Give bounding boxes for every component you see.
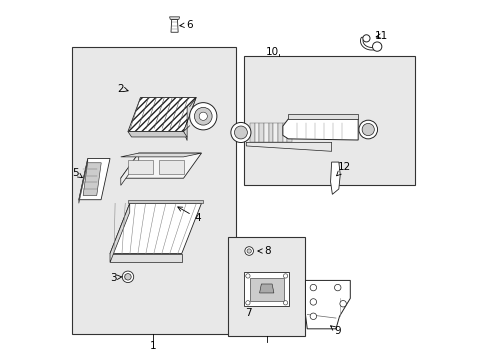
- Circle shape: [283, 274, 287, 278]
- Text: 12: 12: [336, 162, 351, 176]
- Text: 7: 7: [244, 309, 251, 318]
- Bar: [277, 123, 282, 142]
- Text: 10: 10: [265, 46, 279, 57]
- Polygon shape: [305, 280, 349, 329]
- Circle shape: [246, 249, 251, 253]
- Text: 6: 6: [180, 20, 193, 30]
- Polygon shape: [110, 203, 129, 262]
- Text: 1: 1: [149, 341, 156, 351]
- Polygon shape: [121, 153, 201, 178]
- Circle shape: [309, 313, 316, 319]
- Polygon shape: [259, 284, 273, 293]
- Bar: [282, 123, 286, 142]
- Polygon shape: [169, 17, 179, 19]
- Circle shape: [234, 126, 247, 139]
- Bar: [228, 237, 305, 336]
- Circle shape: [122, 271, 133, 283]
- Text: 4: 4: [178, 207, 201, 223]
- Circle shape: [309, 284, 316, 291]
- Circle shape: [362, 35, 369, 42]
- Polygon shape: [244, 273, 288, 306]
- Polygon shape: [128, 132, 187, 137]
- Text: 9: 9: [330, 326, 340, 336]
- Circle shape: [309, 299, 316, 305]
- Circle shape: [372, 42, 381, 51]
- Bar: [264, 123, 268, 142]
- Bar: [273, 123, 277, 142]
- Polygon shape: [128, 200, 203, 203]
- Circle shape: [283, 301, 287, 305]
- Polygon shape: [110, 203, 201, 253]
- Bar: [254, 123, 259, 142]
- Circle shape: [358, 120, 377, 139]
- Bar: [128, 160, 153, 174]
- Polygon shape: [171, 19, 178, 32]
- Circle shape: [245, 274, 249, 278]
- Polygon shape: [110, 253, 182, 262]
- Polygon shape: [128, 98, 196, 132]
- Circle shape: [230, 122, 250, 143]
- Polygon shape: [183, 98, 196, 140]
- Circle shape: [334, 284, 340, 291]
- Circle shape: [339, 301, 346, 307]
- Polygon shape: [282, 119, 357, 140]
- Circle shape: [362, 123, 373, 136]
- Polygon shape: [79, 158, 110, 200]
- Bar: [286, 123, 291, 142]
- Bar: [244, 56, 414, 185]
- Polygon shape: [246, 142, 331, 151]
- Bar: [268, 123, 273, 142]
- Text: 11: 11: [374, 31, 387, 41]
- Polygon shape: [121, 153, 139, 185]
- Bar: [249, 123, 254, 142]
- Circle shape: [244, 247, 253, 255]
- Polygon shape: [79, 158, 88, 203]
- Circle shape: [194, 107, 212, 125]
- Text: 3: 3: [110, 273, 122, 283]
- Circle shape: [124, 274, 131, 280]
- Polygon shape: [83, 163, 101, 195]
- Polygon shape: [249, 278, 283, 301]
- Circle shape: [245, 301, 249, 305]
- Circle shape: [189, 103, 217, 130]
- Bar: [259, 123, 264, 142]
- Bar: [158, 160, 183, 174]
- Polygon shape: [287, 114, 357, 119]
- Polygon shape: [121, 153, 201, 157]
- Text: 5: 5: [72, 168, 82, 178]
- Circle shape: [199, 112, 207, 120]
- Bar: [72, 47, 235, 334]
- Text: 8: 8: [257, 246, 270, 256]
- Polygon shape: [330, 162, 340, 194]
- Text: 2: 2: [117, 84, 128, 94]
